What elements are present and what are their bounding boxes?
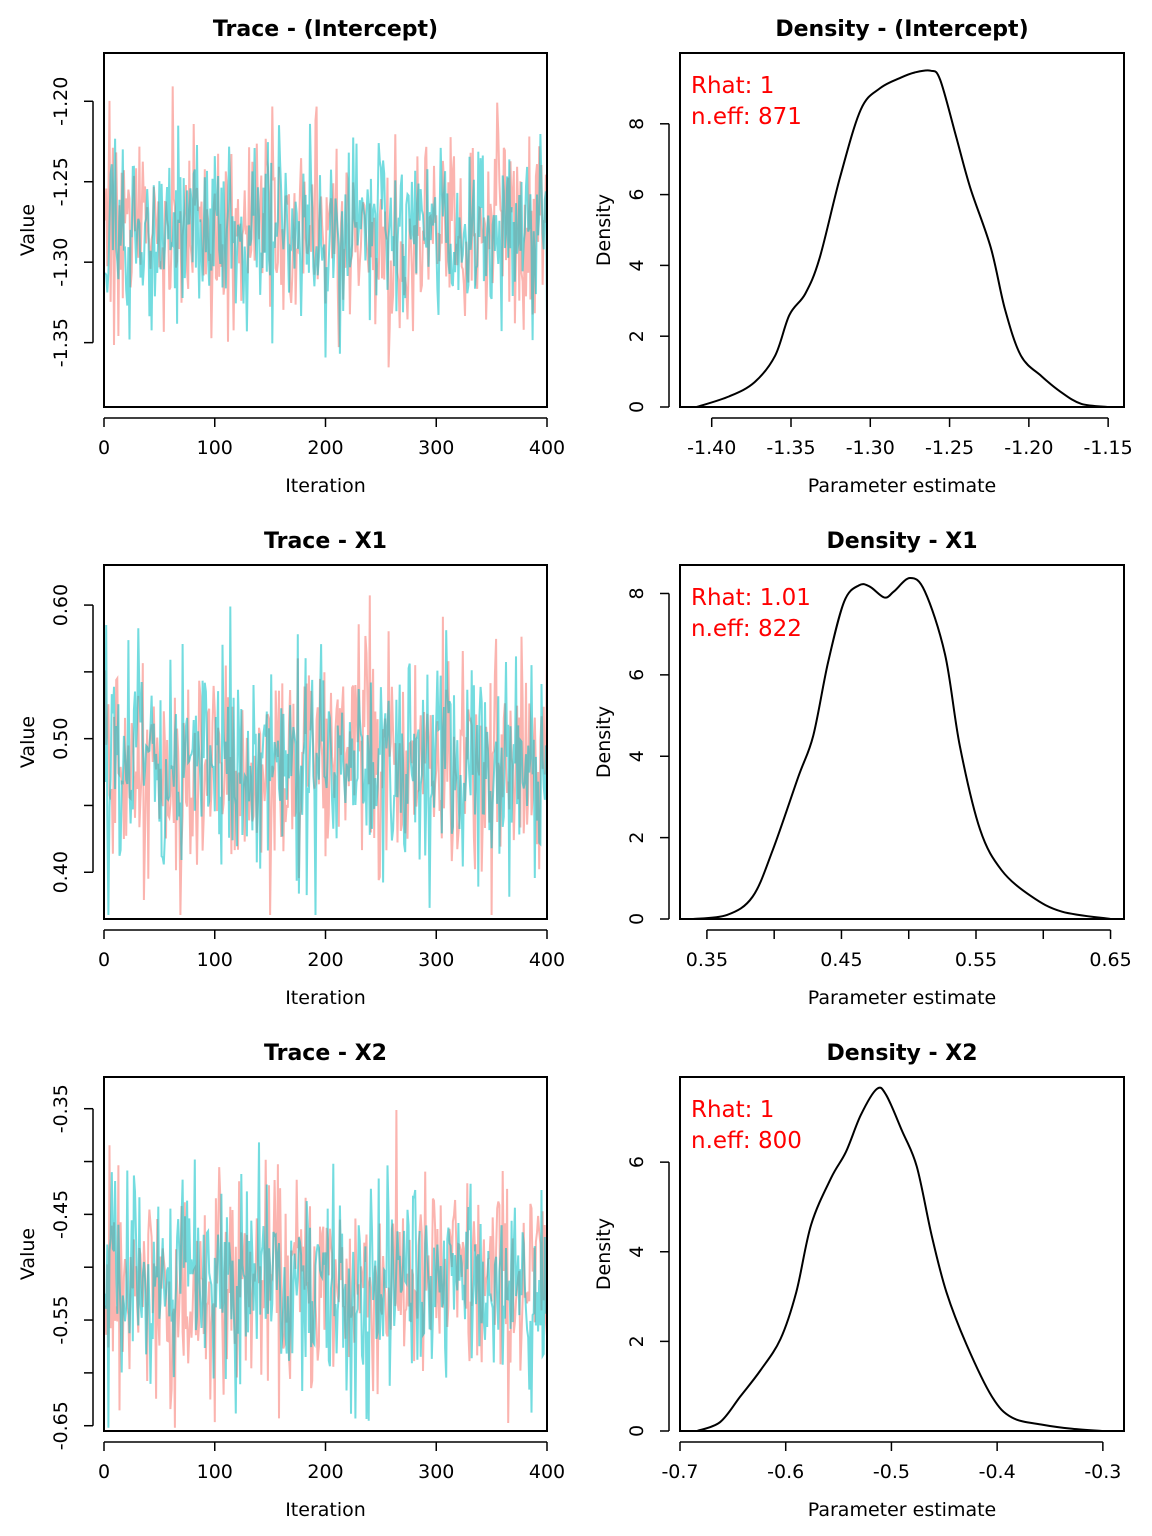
x-axis-title: Iteration xyxy=(285,1499,366,1521)
x-axis-title: Parameter estimate xyxy=(808,987,997,1009)
trace-line-chain-2 xyxy=(104,606,548,916)
y-tick-label: -1.30 xyxy=(50,238,72,287)
plot-frame xyxy=(103,564,548,920)
x-axis-title: Parameter estimate xyxy=(808,475,997,497)
y-tick-label: -0.45 xyxy=(50,1190,72,1239)
x-tick-label: 0.65 xyxy=(1089,949,1131,971)
x-tick-label: 400 xyxy=(529,1461,565,1483)
x-axis-title: Iteration xyxy=(285,987,366,1009)
panel-title: Density - (Intercept) xyxy=(775,17,1028,42)
y-tick-label: -1.20 xyxy=(50,77,72,126)
plot-frame xyxy=(679,1076,1125,1432)
plot-frame xyxy=(103,1076,548,1432)
y-tick-label: 0.50 xyxy=(50,718,72,760)
x-tick-label: 400 xyxy=(529,437,565,459)
x-tick-label: 200 xyxy=(307,949,343,971)
y-axis-title: Density xyxy=(593,194,615,266)
density-curve xyxy=(696,1086,1103,1432)
x-tick-label: -1.20 xyxy=(1004,437,1053,459)
density-curve xyxy=(691,577,1111,920)
x-tick-label: 100 xyxy=(197,437,233,459)
panel-title: Trace - (Intercept) xyxy=(213,17,438,42)
density-panel-1: Density - (Intercept) Rhat: 1 n.eff: 871 -1… xyxy=(593,17,1133,497)
y-tick-label: 6 xyxy=(626,669,648,681)
x-tick-label: 0 xyxy=(98,949,110,971)
rhat-label: Rhat: 1 xyxy=(691,73,774,99)
density-panel-2: Density - X1 Rhat: 1.01 n.eff: 822 0.35 0.45… xyxy=(593,529,1132,1009)
y-axis-title: Value xyxy=(17,204,39,256)
y-tick-label: 8 xyxy=(626,587,648,599)
panel-title: Trace - X1 xyxy=(264,529,387,554)
y-tick-label: 0.40 xyxy=(50,851,72,893)
y-tick-label: -1.35 xyxy=(50,318,72,367)
x-tick-label: 0 xyxy=(98,1461,110,1483)
n-eff-label: n.eff: 822 xyxy=(691,616,802,642)
x-tick-label: 300 xyxy=(418,949,454,971)
y-tick-label: 6 xyxy=(626,1156,648,1168)
y-tick-label: 0 xyxy=(626,1425,648,1437)
x-tick-label: 200 xyxy=(307,437,343,459)
panel-title: Trace - X2 xyxy=(264,1041,387,1066)
rhat-label: Rhat: 1 xyxy=(691,1097,774,1123)
x-tick-label: -0.6 xyxy=(767,1461,804,1483)
x-tick-label: 300 xyxy=(418,1461,454,1483)
panel-title: Density - X2 xyxy=(826,1041,977,1066)
y-tick-label: 0 xyxy=(626,401,648,413)
n-eff-label: n.eff: 800 xyxy=(691,1128,802,1154)
y-axis-title: Value xyxy=(17,1228,39,1280)
y-tick-label: 6 xyxy=(626,189,648,201)
density-curve xyxy=(696,69,1109,408)
x-tick-label: 0.45 xyxy=(820,949,862,971)
y-axis-title: Density xyxy=(593,706,615,778)
n-eff-label: n.eff: 871 xyxy=(691,104,802,130)
x-tick-label: 400 xyxy=(529,949,565,971)
y-tick-label: 4 xyxy=(626,259,648,271)
x-tick-label: -1.35 xyxy=(766,437,815,459)
y-tick-label: 2 xyxy=(626,330,648,342)
y-tick-label: 0 xyxy=(626,913,648,925)
y-tick-label: -1.25 xyxy=(50,157,72,206)
y-tick-label: 4 xyxy=(626,750,648,762)
y-tick-label: 0.60 xyxy=(50,584,72,626)
x-tick-label: -1.30 xyxy=(846,437,895,459)
trace-line-chain-2 xyxy=(104,123,548,358)
trace-panel-2: Trace - X1 0 100 200 300 400 Iteration 0.60 0.50… xyxy=(17,529,565,1009)
y-tick-label: -0.65 xyxy=(50,1401,72,1450)
x-tick-label: 300 xyxy=(418,437,454,459)
x-tick-label: -0.3 xyxy=(1084,1461,1121,1483)
x-tick-label: -1.15 xyxy=(1084,437,1133,459)
x-tick-label: 0.35 xyxy=(686,949,728,971)
y-tick-label: 8 xyxy=(626,118,648,130)
plot-frame xyxy=(103,52,548,408)
x-tick-label: 100 xyxy=(197,949,233,971)
plot-frame xyxy=(679,52,1125,408)
x-tick-label: 200 xyxy=(307,1461,343,1483)
x-tick-label: 0.55 xyxy=(955,949,997,971)
x-tick-label: -0.7 xyxy=(661,1461,698,1483)
trace-line-chain-2 xyxy=(104,1142,548,1428)
x-tick-label: -1.40 xyxy=(687,437,736,459)
y-tick-label: -0.55 xyxy=(50,1295,72,1344)
y-tick-label: -0.35 xyxy=(50,1084,72,1133)
density-panel-3: Density - X2 Rhat: 1 n.eff: 800 -0.7 -0.6 -0.… xyxy=(593,1041,1125,1521)
x-axis-title: Parameter estimate xyxy=(808,1499,997,1521)
x-tick-label: 100 xyxy=(197,1461,233,1483)
y-tick-label: 4 xyxy=(626,1246,648,1258)
x-tick-label: 0 xyxy=(98,437,110,459)
y-axis-title: Density xyxy=(593,1218,615,1290)
plot-frame xyxy=(679,564,1125,920)
x-tick-label: -1.25 xyxy=(925,437,974,459)
rhat-label: Rhat: 1.01 xyxy=(691,585,811,611)
trace-panel-3: Trace - X2 0 100 200 300 400 Iteration -0.35 -0.… xyxy=(17,1041,565,1521)
x-axis-title: Iteration xyxy=(285,475,366,497)
y-axis-title: Value xyxy=(17,716,39,768)
panel-title: Density - X1 xyxy=(826,529,977,554)
x-tick-label: -0.4 xyxy=(979,1461,1016,1483)
y-tick-label: 2 xyxy=(626,1335,648,1347)
y-tick-label: 2 xyxy=(626,832,648,844)
trace-panel-1: Trace - (Intercept) 0 100 200 300 400 Iteratio… xyxy=(17,17,565,497)
x-tick-label: -0.5 xyxy=(873,1461,910,1483)
